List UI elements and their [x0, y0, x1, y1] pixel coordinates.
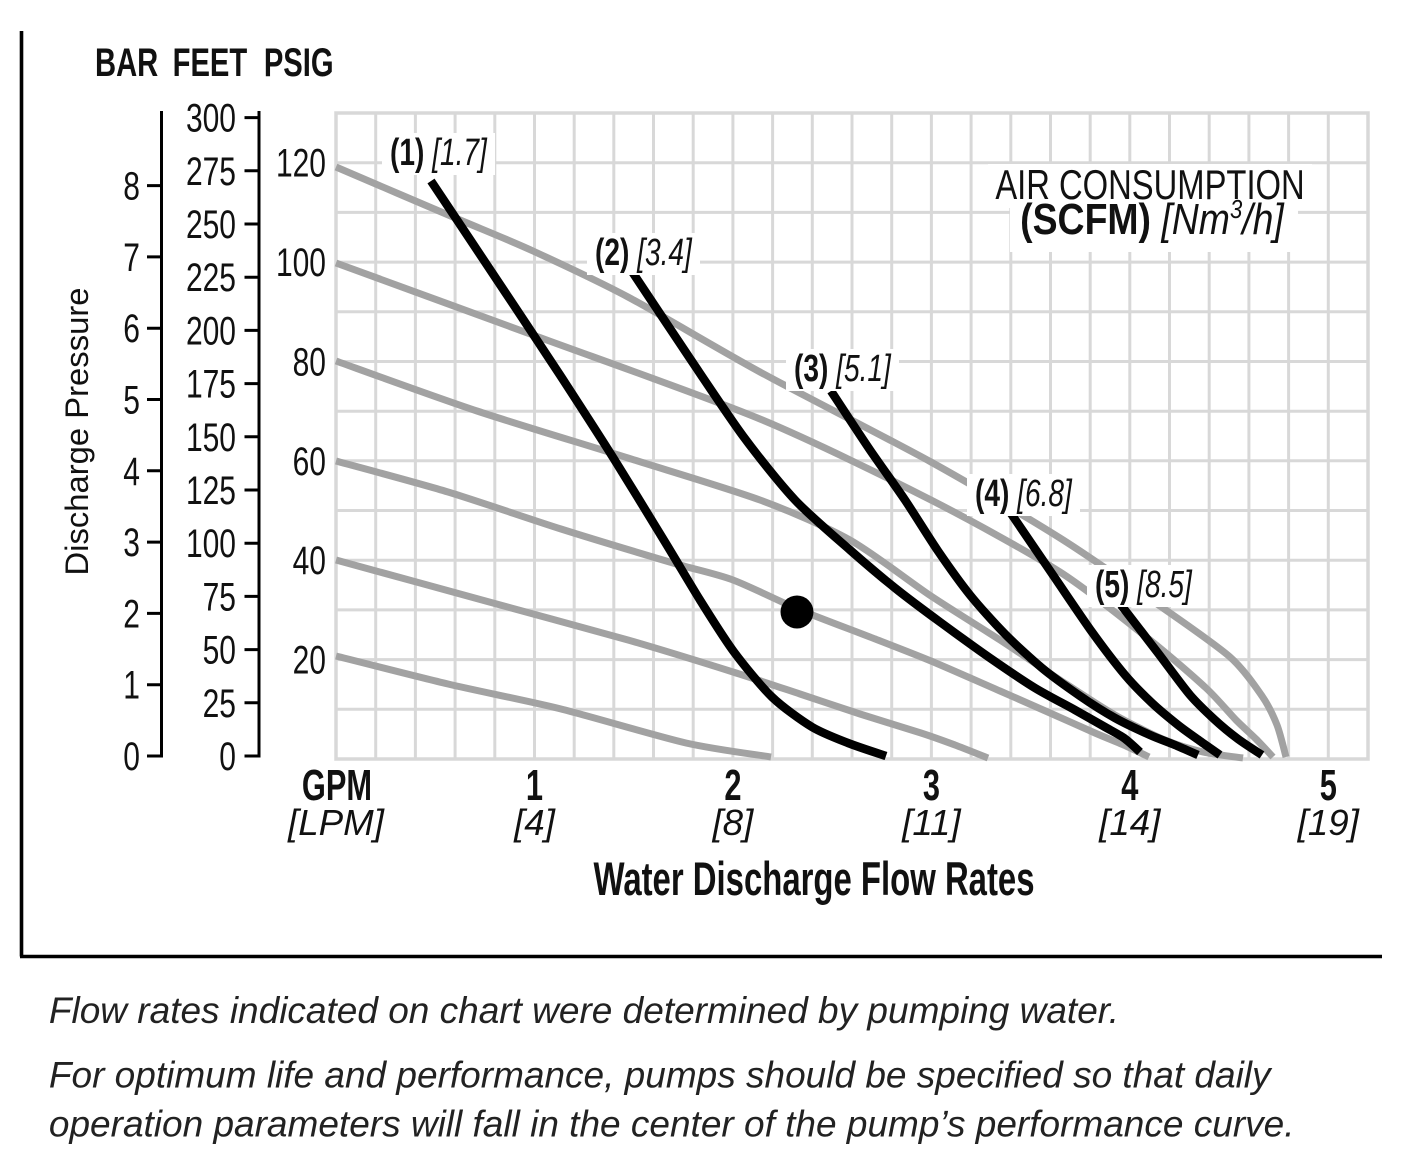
svg-text:Discharge Pressure: Discharge Pressure: [58, 288, 95, 576]
svg-text:250: 250: [186, 203, 236, 247]
svg-text:7: 7: [123, 236, 140, 280]
svg-text:(5) [8.5]: (5) [8.5]: [1095, 564, 1192, 606]
svg-text:[4]: [4]: [513, 802, 556, 843]
svg-text:AIR CONSUMPTION: AIR CONSUMPTION: [995, 161, 1304, 208]
svg-text:operation parameters will fall: operation parameters will fall in the ce…: [49, 1104, 1295, 1145]
svg-text:(2) [3.4]: (2) [3.4]: [595, 232, 692, 274]
svg-text:2: 2: [724, 762, 741, 811]
svg-text:8: 8: [123, 165, 140, 209]
svg-text:225: 225: [186, 256, 236, 300]
svg-text:50: 50: [203, 629, 236, 673]
svg-text:120: 120: [276, 142, 326, 186]
svg-text:275: 275: [186, 150, 236, 194]
svg-text:For optimum life and performan: For optimum life and performance, pumps …: [49, 1055, 1273, 1096]
svg-text:1: 1: [123, 664, 140, 708]
svg-text:200: 200: [186, 309, 236, 353]
svg-text:25: 25: [203, 682, 236, 726]
svg-text:60: 60: [293, 440, 326, 484]
svg-text:BAR: BAR: [95, 41, 158, 86]
svg-text:40: 40: [293, 539, 326, 583]
svg-text:150: 150: [186, 416, 236, 460]
svg-text:125: 125: [186, 469, 236, 513]
svg-text:4: 4: [1121, 762, 1138, 811]
svg-text:75: 75: [203, 575, 236, 619]
svg-text:5: 5: [1320, 762, 1337, 811]
svg-text:(SCFM) [Nm3/h]: (SCFM) [Nm3/h]: [1020, 194, 1285, 244]
svg-text:100: 100: [186, 522, 236, 566]
svg-text:PSIG: PSIG: [264, 41, 334, 86]
svg-text:2: 2: [123, 592, 140, 636]
svg-text:3: 3: [123, 521, 140, 565]
svg-text:80: 80: [293, 340, 326, 384]
svg-text:1: 1: [526, 762, 543, 811]
svg-text:FEET: FEET: [173, 41, 248, 86]
svg-text:4: 4: [123, 450, 140, 494]
svg-text:(4) [6.8]: (4) [6.8]: [975, 473, 1072, 515]
svg-text:[19]: [19]: [1297, 802, 1360, 843]
svg-text:Water Discharge Flow Rates: Water Discharge Flow Rates: [593, 852, 1034, 905]
svg-text:0: 0: [219, 735, 236, 779]
svg-text:[LPM]: [LPM]: [287, 802, 385, 843]
svg-text:(1) [1.7]: (1) [1.7]: [390, 132, 487, 174]
svg-text:6: 6: [123, 307, 140, 351]
svg-text:[14]: [14]: [1098, 802, 1161, 843]
svg-text:300: 300: [186, 97, 236, 141]
svg-text:Flow rates indicated on chart: Flow rates indicated on chart were deter…: [49, 990, 1119, 1031]
svg-text:5: 5: [123, 378, 140, 422]
svg-text:3: 3: [923, 762, 940, 811]
svg-text:20: 20: [293, 639, 326, 683]
svg-text:100: 100: [276, 241, 326, 285]
svg-text:[8]: [8]: [711, 802, 754, 843]
svg-text:GPM: GPM: [302, 762, 372, 811]
svg-text:0: 0: [123, 735, 140, 779]
svg-text:175: 175: [186, 363, 236, 407]
svg-text:(3) [5.1]: (3) [5.1]: [794, 348, 891, 390]
svg-text:[11]: [11]: [901, 802, 961, 843]
